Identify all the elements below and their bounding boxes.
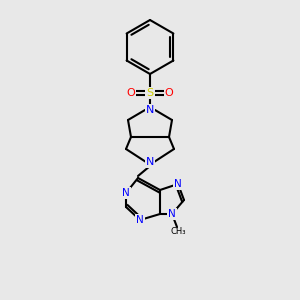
Text: O: O (127, 88, 135, 98)
Text: N: N (168, 209, 176, 219)
Text: CH₃: CH₃ (170, 227, 186, 236)
Text: N: N (174, 179, 182, 189)
Text: N: N (146, 105, 154, 115)
Text: N: N (136, 215, 144, 225)
Text: N: N (146, 157, 154, 167)
Text: S: S (146, 88, 154, 98)
Text: O: O (165, 88, 173, 98)
Text: N: N (122, 188, 130, 198)
